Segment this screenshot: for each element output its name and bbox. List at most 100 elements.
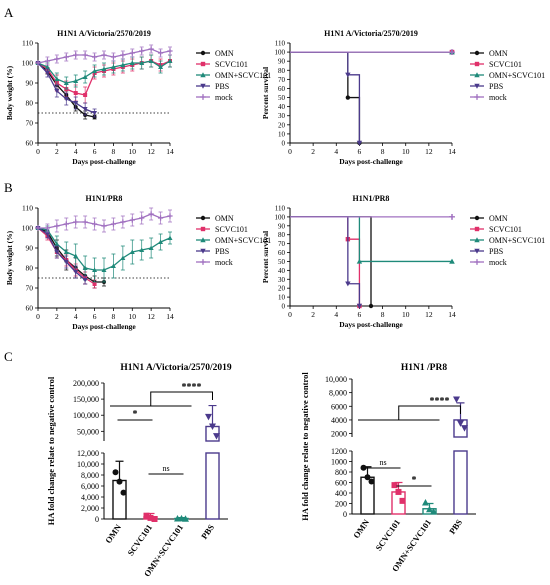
data-point <box>92 267 98 272</box>
data-point <box>399 497 406 504</box>
data-point <box>91 221 98 227</box>
series-pbs <box>290 216 363 309</box>
legend-swatch-marker <box>474 226 480 232</box>
y-tick-label: 100 <box>22 59 34 68</box>
data-point <box>82 278 88 283</box>
chart-c-victoria-ha: H1N1 A/Victoria/2570/2019 0 2,000 4,000 6,00… <box>46 363 232 579</box>
data-point <box>147 514 154 521</box>
data-point <box>44 225 51 231</box>
legend-label: mock <box>215 93 233 102</box>
significance-ns: ns <box>148 464 184 475</box>
chart-title: H1N1 A/Victoria/2570/2019 <box>57 29 151 38</box>
data-point <box>82 52 88 58</box>
y-tick-label: 50 <box>278 94 286 102</box>
bar-group-omn: OMN <box>351 464 375 540</box>
data-point <box>54 250 60 255</box>
legend-swatch-marker <box>474 83 480 89</box>
legend-label: OMN <box>215 49 234 58</box>
y-tick-label: 6000 <box>331 402 347 411</box>
chart-a-body-weight: H1N1 A/Victoria/2570/2019 60 70 80 90 100 110 0… <box>5 29 271 166</box>
legend-item-pbs: PBS <box>196 82 229 91</box>
y-tick-label: 110 <box>22 204 33 213</box>
data-point <box>167 58 173 63</box>
x-tick-label: 12 <box>425 147 433 156</box>
y-tick-label: 10,000 <box>325 375 347 384</box>
data-point <box>120 52 126 58</box>
data-point <box>73 253 79 258</box>
y-tick-label: 600 <box>335 479 347 488</box>
y-tick-label: 50,000 <box>77 427 99 436</box>
y-tick-label: 2,000 <box>81 504 99 513</box>
legend-item-scvc101: SCVC101 <box>196 225 248 234</box>
data-point <box>426 505 433 513</box>
x-tick-label: 8 <box>381 147 385 156</box>
legend-swatch-marker <box>200 94 206 100</box>
y-tick-label: 80 <box>26 99 34 108</box>
y-axis-label: Percent survival <box>261 67 270 119</box>
x-tick-label: 2 <box>55 312 59 321</box>
y-tick-label: 60 <box>26 139 34 148</box>
bracket <box>358 405 461 421</box>
significance-label: ns <box>379 458 386 467</box>
legend-item-mock: mock <box>470 258 507 267</box>
legend-item-omn-scvc101: OMN+SCVC101 <box>470 236 545 245</box>
series-mock <box>290 214 455 220</box>
data-point <box>356 258 363 264</box>
data-point <box>209 423 216 430</box>
legend-item-pbs: PBS <box>470 82 503 91</box>
data-point <box>129 60 135 65</box>
x-tick-label: 10 <box>402 147 410 156</box>
data-point <box>35 60 41 66</box>
data-point <box>44 58 51 64</box>
data-point <box>148 46 154 52</box>
data-point <box>182 515 189 522</box>
y-tick-label: 30 <box>278 276 286 284</box>
significance-label: ns <box>162 464 169 473</box>
data-point <box>356 303 363 309</box>
bracket <box>110 391 213 407</box>
data-point <box>92 68 98 73</box>
x-tick-label: OMN <box>103 522 124 545</box>
legend-item-omn-scvc101: OMN+SCVC101 <box>196 236 271 245</box>
x-tick-label: 8 <box>112 312 116 321</box>
data-point <box>54 89 60 94</box>
series-mock <box>35 44 173 66</box>
y-tick-label: 90 <box>278 58 286 66</box>
x-tick-label: OMN <box>351 517 372 540</box>
x-tick-label: 6 <box>358 310 362 319</box>
legend-label: PBS <box>489 247 503 256</box>
legend-swatch-marker <box>474 237 480 243</box>
data-point <box>205 413 212 421</box>
x-tick-label: 6 <box>93 312 97 321</box>
data-point <box>449 258 455 264</box>
data-point <box>63 80 69 85</box>
series-line <box>290 216 361 306</box>
y-tick-label: 90 <box>278 222 286 230</box>
legend-item-scvc101: SCVC101 <box>470 225 522 234</box>
significance-label: **** <box>182 382 202 393</box>
x-tick-label: 4 <box>334 147 338 156</box>
legend-swatch-marker <box>474 61 480 67</box>
y-axis-label: Body weight (%) <box>5 230 14 285</box>
panel-label-a: A <box>4 5 14 20</box>
y-tick-label: 60 <box>278 85 286 93</box>
legend-item-mock: mock <box>470 93 507 102</box>
data-point <box>167 235 173 240</box>
data-point <box>391 482 398 489</box>
legend-label: mock <box>489 258 507 267</box>
bar-group-scvc101: SCVC101 <box>373 481 406 553</box>
data-point <box>54 56 60 62</box>
panel-label-c: C <box>4 349 13 364</box>
legend-label: OMN <box>489 214 508 223</box>
legend-label: PBS <box>215 247 229 256</box>
legend-item-mock: mock <box>196 258 233 267</box>
data-point <box>139 60 145 65</box>
data-point <box>44 71 50 76</box>
y-tick-label: 0 <box>95 515 99 524</box>
legend-item-omn: OMN <box>470 214 508 223</box>
chart-a-survival: H1N1 A/Victoria/2570/2019010203040506070… <box>261 29 545 166</box>
data-point <box>360 464 367 471</box>
y-tick-label: 110 <box>22 39 33 48</box>
legend-swatch-marker <box>200 61 206 67</box>
legend-label: PBS <box>489 82 503 91</box>
